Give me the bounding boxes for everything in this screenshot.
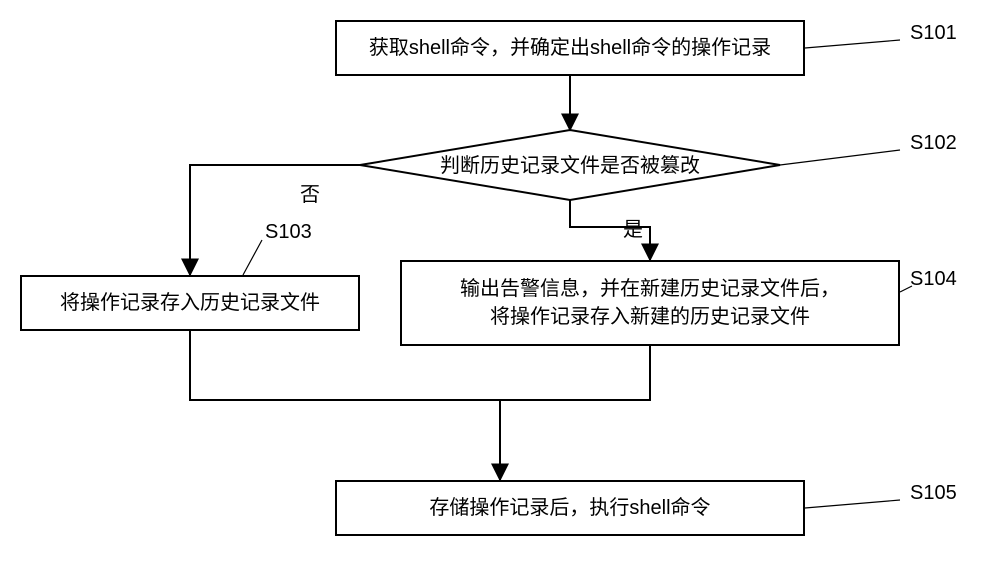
edge-s102-s103	[190, 165, 360, 275]
edge-s104-merge	[500, 346, 650, 400]
tag-s102-text: S102	[910, 132, 957, 154]
tag-s101: S101	[910, 22, 957, 45]
tag-s101-text: S101	[910, 22, 957, 44]
node-s103-text: 将操作记录存入历史记录文件	[60, 289, 320, 317]
leader-s101	[805, 40, 900, 48]
edge-label-no: 否	[300, 178, 320, 207]
node-s101-text: 获取shell命令，并确定出shell命令的操作记录	[369, 34, 771, 62]
tag-s105-text: S105	[910, 482, 957, 504]
node-s103: 将操作记录存入历史记录文件	[20, 275, 360, 331]
tag-s104-text: S104	[910, 268, 957, 290]
edge-label-yes: 是	[623, 213, 643, 242]
edge-label-no-text: 否	[300, 184, 320, 206]
node-s105-text: 存储操作记录后，执行shell命令	[429, 494, 710, 522]
tag-s104: S104	[910, 268, 957, 291]
node-s105: 存储操作记录后，执行shell命令	[335, 480, 805, 536]
leader-s102	[780, 150, 900, 165]
node-s104-text: 输出告警信息，并在新建历史记录文件后， 将操作记录存入新建的历史记录文件	[460, 275, 840, 331]
tag-s103: S103	[265, 221, 312, 244]
node-s101: 获取shell命令，并确定出shell命令的操作记录	[335, 20, 805, 76]
leader-s103	[243, 240, 262, 275]
node-s102-diamond	[360, 130, 780, 200]
leader-s105	[805, 500, 900, 508]
tag-s103-text: S103	[265, 221, 312, 243]
tag-s102: S102	[910, 132, 957, 155]
tag-s105: S105	[910, 482, 957, 505]
edge-label-yes-text: 是	[623, 219, 643, 241]
node-s104: 输出告警信息，并在新建历史记录文件后， 将操作记录存入新建的历史记录文件	[400, 260, 900, 346]
node-s102-text: 判断历史记录文件是否被篡改	[440, 154, 700, 177]
flowchart-canvas: 获取shell命令，并确定出shell命令的操作记录 将操作记录存入历史记录文件…	[0, 0, 1000, 583]
